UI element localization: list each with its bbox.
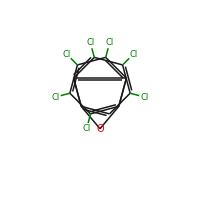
- Text: Cl: Cl: [82, 124, 91, 133]
- Text: Cl: Cl: [129, 50, 137, 59]
- Text: Cl: Cl: [105, 38, 114, 47]
- Text: O: O: [96, 124, 104, 134]
- Text: Cl: Cl: [86, 38, 95, 47]
- Text: Cl: Cl: [63, 50, 71, 59]
- Text: Cl: Cl: [141, 93, 149, 102]
- Text: Cl: Cl: [51, 93, 59, 102]
